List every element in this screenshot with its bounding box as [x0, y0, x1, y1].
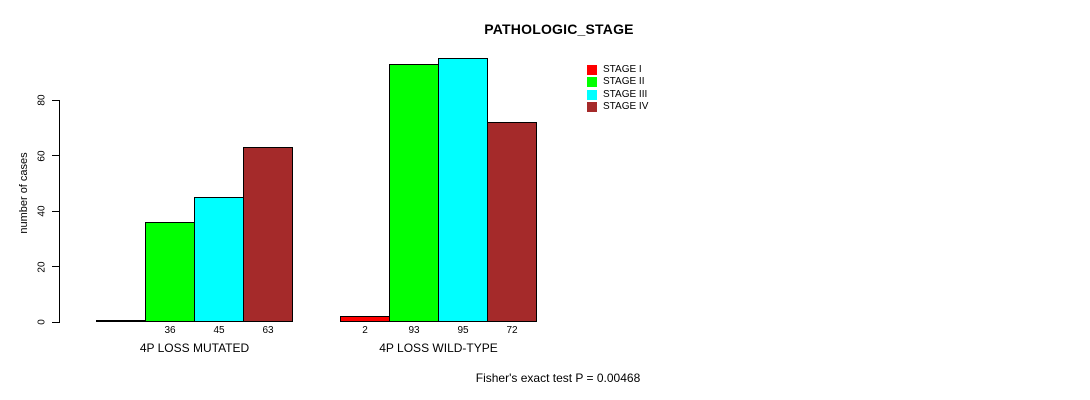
y-axis-tick-label: 20 — [36, 260, 48, 273]
y-axis-tick — [52, 155, 59, 156]
y-axis-line — [59, 100, 60, 323]
legend: STAGE I STAGE II STAGE III STAGE IV — [587, 64, 648, 113]
y-axis-tick-label: 0 — [36, 319, 48, 325]
y-axis-tick-label: 40 — [36, 205, 48, 217]
y-axis-tick-label: 60 — [36, 149, 48, 162]
legend-item-label: STAGE III — [603, 88, 648, 100]
legend-item: STAGE IV — [587, 101, 648, 113]
y-axis-tick — [52, 321, 59, 323]
y-axis-tick — [52, 210, 59, 212]
legend-swatch-icon — [587, 89, 597, 100]
legend-swatch-icon — [587, 65, 597, 75]
legend-swatch-icon — [587, 77, 597, 88]
bar-stage-iv — [243, 147, 293, 322]
legend-item-label: STAGE I — [603, 64, 642, 75]
category-label: 4P LOSS WILD-TYPE — [379, 341, 498, 355]
y-axis-tick — [52, 266, 59, 267]
bar-stage-iv — [487, 122, 537, 322]
bar-stage-iii — [194, 197, 244, 322]
bar-value-label: 93 — [408, 325, 420, 336]
annotation-text: Fisher's exact test P = 0.00468 — [475, 371, 641, 385]
bar-value-label: 2 — [362, 325, 368, 336]
legend-item: STAGE II — [587, 76, 648, 88]
bar-stage-iii — [438, 58, 488, 322]
category-label: 4P LOSS MUTATED — [139, 341, 250, 355]
bar-value-label: 72 — [506, 325, 518, 336]
bar-value-label: 45 — [213, 325, 225, 336]
legend-item: STAGE III — [587, 89, 648, 101]
y-axis-tick-label: 80 — [36, 94, 48, 106]
legend-item: STAGE I — [587, 64, 648, 76]
bar-value-label: 63 — [262, 325, 274, 336]
legend-swatch-icon — [587, 101, 597, 112]
legend-item-label: STAGE II — [603, 76, 645, 88]
bar-stage-i — [340, 316, 390, 322]
bar-value-label: 36 — [164, 325, 176, 336]
legend-item-label: STAGE IV — [603, 100, 649, 112]
bar-stage-i — [96, 320, 146, 322]
chart-title: PATHOLOGIC_STAGE — [484, 21, 634, 37]
bar-stage-ii — [389, 64, 439, 322]
bar-value-label: 95 — [457, 325, 469, 336]
y-axis-tick — [52, 99, 59, 101]
bar-stage-ii — [145, 222, 195, 322]
